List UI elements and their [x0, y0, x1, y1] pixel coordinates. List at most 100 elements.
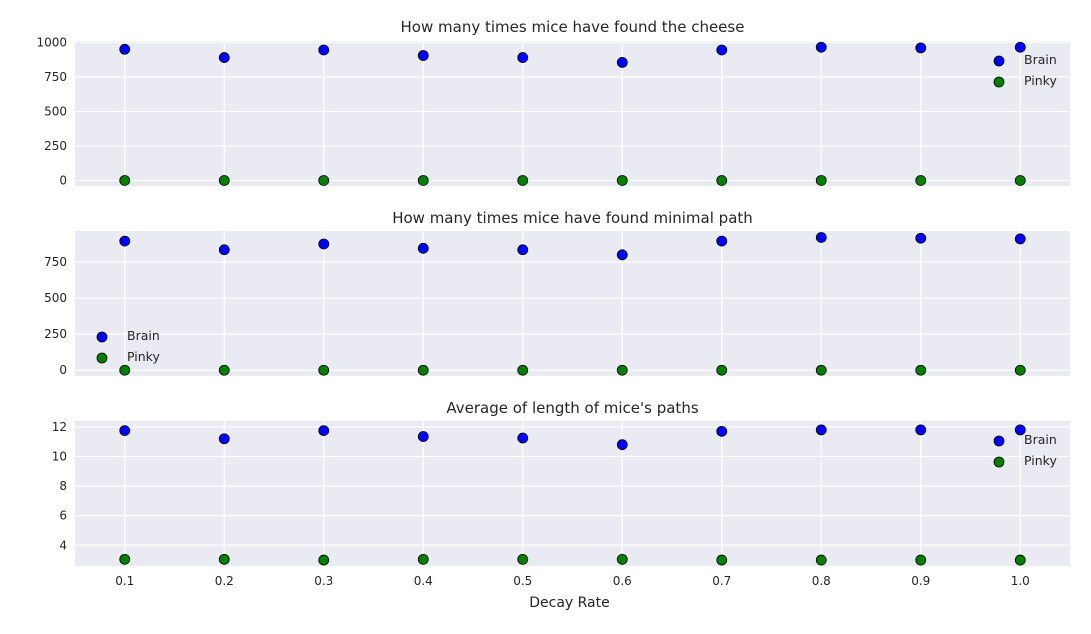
subplot-1: 0 250 500 750 1000 How many times mice have f… [36, 18, 1070, 187]
plot-background [75, 41, 1070, 186]
data-point-brain [218, 52, 230, 63]
y-tick-label: 1000 [36, 35, 67, 49]
y-tick-label: 0 [59, 363, 67, 377]
subplot-title: How many times mice have found the chees… [401, 18, 745, 36]
data-point-pinky [417, 175, 429, 186]
data-point-pinky [716, 364, 728, 376]
data-point-pinky [218, 175, 230, 186]
y-tick-label: 750 [44, 70, 67, 84]
data-point-brain [517, 52, 529, 63]
plot-background [75, 231, 1070, 376]
series-pinky [119, 364, 1026, 376]
legend: Brain Pinky [993, 432, 1057, 468]
data-point-pinky [417, 553, 429, 565]
legend: Brain Pinky [993, 52, 1057, 88]
data-point-brain [815, 424, 827, 436]
y-tick-label: 6 [59, 509, 67, 523]
legend-label-brain: Brain [127, 328, 160, 343]
series-pinky [119, 175, 1026, 186]
data-point-pinky [218, 364, 230, 376]
data-point-brain [318, 44, 330, 56]
data-point-brain [318, 238, 330, 250]
data-point-pinky [815, 554, 827, 566]
legend-marker-pinky [96, 352, 108, 364]
data-point-brain [915, 424, 927, 436]
legend-label-brain: Brain [1024, 52, 1057, 67]
data-point-pinky [616, 553, 628, 565]
legend: Brain Pinky [96, 328, 160, 364]
y-tick-label: 12 [52, 420, 67, 434]
legend-label-brain: Brain [1024, 432, 1057, 447]
y-tick-label: 0 [59, 173, 67, 187]
data-point-brain [915, 42, 927, 54]
data-point-brain [517, 244, 529, 256]
data-point-pinky [915, 175, 927, 186]
data-point-pinky [318, 554, 330, 566]
data-point-pinky [517, 553, 529, 565]
data-point-brain [417, 50, 429, 61]
legend-label-pinky: Pinky [1024, 453, 1057, 468]
legend-label-pinky: Pinky [127, 349, 160, 364]
x-tick-label: 0.1 [115, 574, 134, 588]
x-axis-label: Decay Rate [529, 595, 610, 611]
data-point-brain [915, 232, 927, 244]
data-point-brain [517, 432, 529, 444]
y-tick-label: 250 [44, 327, 67, 341]
x-tick-label: 0.2 [215, 574, 234, 588]
y-tick-label: 750 [44, 255, 67, 269]
data-point-brain [815, 232, 827, 243]
y-tick-label: 500 [44, 291, 67, 305]
y-tick-label: 8 [59, 479, 67, 493]
data-point-pinky [1014, 364, 1026, 376]
x-tick-label: 0.8 [812, 574, 831, 588]
series-brain [119, 232, 1026, 261]
x-tick-label: 0.4 [414, 574, 433, 588]
data-point-brain [815, 41, 827, 53]
x-tick-label: 0.3 [314, 574, 333, 588]
legend-marker-pinky [993, 76, 1005, 88]
data-point-pinky [616, 364, 628, 376]
data-point-brain [218, 433, 230, 445]
data-point-pinky [716, 554, 728, 566]
data-point-pinky [119, 364, 131, 376]
data-point-brain [417, 431, 429, 442]
plot-background [75, 421, 1070, 566]
data-point-pinky [119, 175, 131, 186]
y-tick-label: 500 [44, 104, 67, 118]
x-tick-label: 0.9 [911, 574, 930, 588]
data-point-brain [119, 43, 131, 55]
y-tick-label: 4 [59, 538, 67, 552]
legend-marker-brain [993, 55, 1005, 67]
data-point-pinky [815, 364, 827, 376]
data-point-brain [716, 44, 728, 56]
series-brain [119, 424, 1026, 451]
data-point-pinky [815, 175, 827, 186]
data-point-pinky [915, 364, 927, 376]
data-point-brain [1014, 424, 1026, 436]
data-point-brain [119, 235, 131, 247]
data-point-pinky [517, 175, 529, 186]
data-point-pinky [915, 554, 927, 566]
data-point-brain [218, 244, 230, 256]
legend-label-pinky: Pinky [1024, 73, 1057, 88]
legend-marker-brain [993, 435, 1005, 447]
data-point-pinky [1014, 175, 1026, 186]
data-point-pinky [218, 553, 230, 565]
subplot-title: Average of length of mice's paths [446, 399, 698, 417]
data-point-brain [417, 242, 429, 254]
series-brain [119, 41, 1026, 68]
legend-marker-brain [96, 331, 108, 343]
data-point-brain [318, 425, 330, 437]
legend-marker-pinky [993, 456, 1005, 468]
data-point-brain [1014, 233, 1026, 245]
data-point-pinky [318, 175, 330, 186]
y-tick-label: 10 [52, 450, 67, 464]
subplot-2: 0 250 500 750 How many times mice have found… [44, 209, 1070, 377]
data-point-brain [616, 57, 628, 68]
y-tick-label: 250 [44, 139, 67, 153]
data-point-pinky [318, 364, 330, 376]
data-point-pinky [1014, 554, 1026, 566]
data-point-pinky [517, 364, 529, 376]
data-point-brain [716, 425, 728, 437]
